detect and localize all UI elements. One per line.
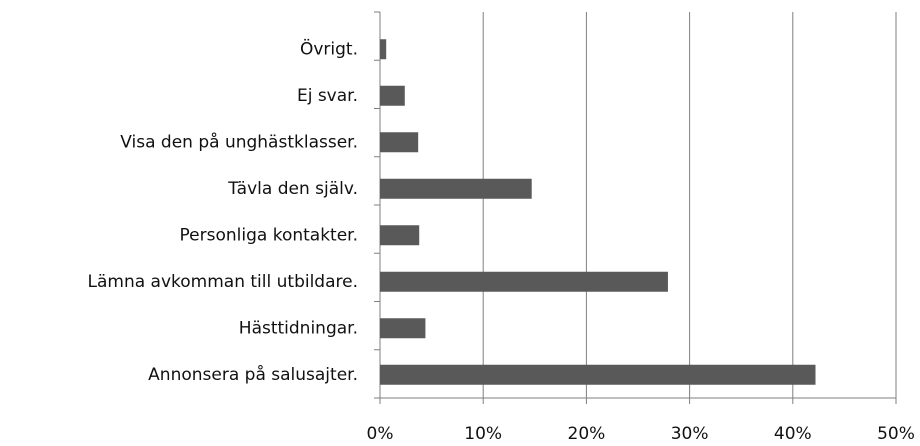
bar	[380, 85, 405, 106]
y-tick-label: Tävla den själv.	[227, 179, 358, 199]
bar	[380, 178, 532, 199]
y-tick-label: Personliga kontakter.	[180, 225, 358, 245]
bar	[380, 271, 668, 292]
bar	[380, 225, 420, 246]
x-tick-label: 50%	[877, 424, 915, 444]
x-tick-label: 20%	[568, 424, 606, 444]
x-tick-label: 30%	[671, 424, 709, 444]
bar	[380, 39, 387, 60]
bar	[380, 318, 426, 339]
y-tick-label: Visa den på unghästklasser.	[120, 131, 358, 152]
y-tick-label: Övrigt.	[300, 37, 358, 59]
x-tick-label: 40%	[774, 424, 812, 444]
y-tick-label: Lämna avkomman till utbildare.	[88, 272, 358, 292]
bar	[380, 132, 419, 153]
y-tick-label: Ej svar.	[297, 86, 358, 106]
x-tick-label: 0%	[367, 424, 394, 444]
y-tick-label: Hästtidningar.	[239, 318, 358, 338]
y-tick-label: Annonsera på salusajter.	[148, 364, 358, 385]
x-tick-label: 10%	[464, 424, 502, 444]
bar	[380, 364, 816, 385]
